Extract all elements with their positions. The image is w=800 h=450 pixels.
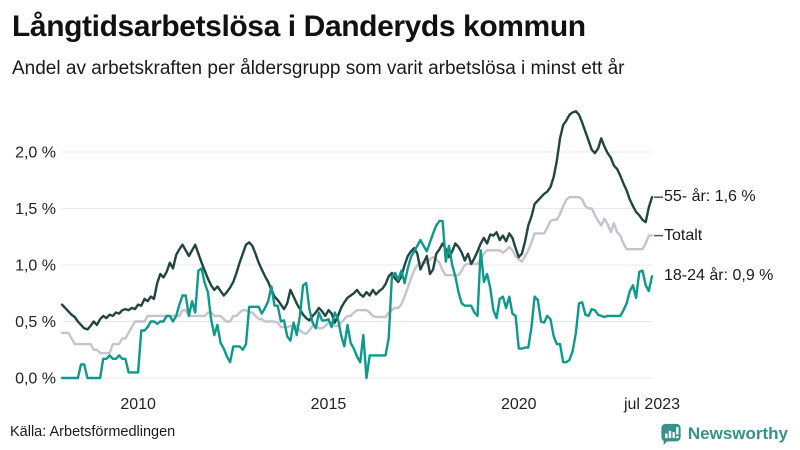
series-line-18-24-r xyxy=(60,219,654,380)
series-line-totalt xyxy=(60,195,654,355)
chart-subtitle: Andel av arbetskraften per åldersgrupp s… xyxy=(12,58,625,79)
newsworthy-brand: Newsworthy xyxy=(660,423,788,445)
series-end-label-18-24-ar: 18-24 år: 0,9 % xyxy=(664,267,774,285)
x-axis-tick-label: 2010 xyxy=(120,396,156,413)
y-axis-tick-label: 1,0 % xyxy=(15,258,56,275)
source-note: Källa: Arbetsförmedlingen xyxy=(10,424,176,440)
y-axis-tick-label: 2,0 % xyxy=(15,145,56,162)
series-end-label-totalt: Totalt xyxy=(664,226,703,244)
newsworthy-brand-text: Newsworthy xyxy=(687,424,788,443)
x-axis-tick-label: 2015 xyxy=(311,396,347,413)
newsworthy-logo-icon xyxy=(661,423,681,445)
y-axis-tick-label: 0,0 % xyxy=(15,371,56,388)
series-line-55-r xyxy=(60,110,654,331)
y-axis-tick-label: 1,5 % xyxy=(15,201,56,218)
page-title: Långtidsarbetslösa i Danderyds kommun xyxy=(12,10,586,43)
series-end-label-55-ar: 55- år: 1,6 % xyxy=(664,188,756,206)
x-axis-tick-label: 2020 xyxy=(501,396,537,413)
x-axis-tick-label: jul 2023 xyxy=(623,396,680,413)
y-axis-tick-label: 0,5 % xyxy=(15,314,56,331)
